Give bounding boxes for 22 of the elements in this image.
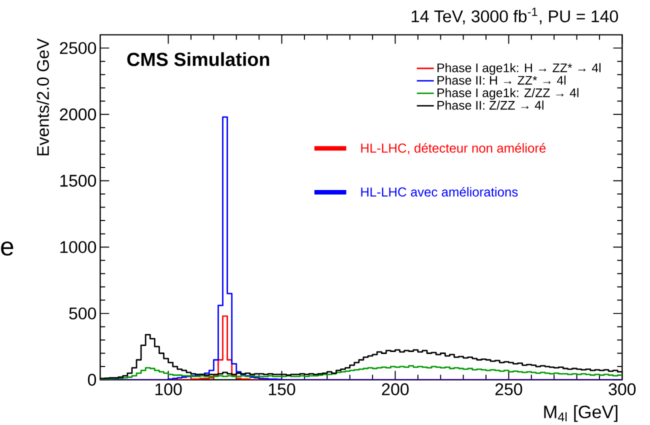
legend-label: Phase II: H → ZZ* → 4l (438, 76, 566, 85)
x-tick-label: 250 (495, 383, 522, 396)
legend-label: Phase II: Z/ZZ → 4l (438, 100, 544, 110)
y-tick-label: 500 (69, 307, 96, 320)
annotation: CMS Simulation (127, 52, 270, 66)
x-tick-label: 200 (382, 383, 409, 396)
chart-title: 14 TeV, 3000 fb$^{-1}$, PU = 140 (412, 8, 618, 24)
x-tick-label: 100 (155, 383, 182, 396)
x-axis-title: M$_{4l}$ [GeV] (544, 405, 618, 422)
y-axis-title: Events/2.0 GeV (36, 38, 49, 156)
x-tick-label: 300 (608, 383, 636, 396)
x-tick-label: 150 (268, 383, 296, 396)
y-tick-label: 2000 (60, 108, 96, 120)
annotation: HL-LHC avec améliorations (361, 186, 518, 197)
y-tick-label: 1000 (60, 241, 96, 254)
y-tick-label: 0 (88, 374, 96, 386)
legend-label: Phase I age1k: H → ZZ* → 4l (438, 63, 600, 75)
y-tick-label: 2500 (60, 42, 96, 54)
annotation: HL-LHC, détecteur non amélioré (361, 142, 546, 154)
text: e (1, 241, 14, 256)
legend-label: Phase I age1k: Z/ZZ → 4l (438, 88, 578, 100)
y-tick-label: 1500 (60, 174, 96, 187)
